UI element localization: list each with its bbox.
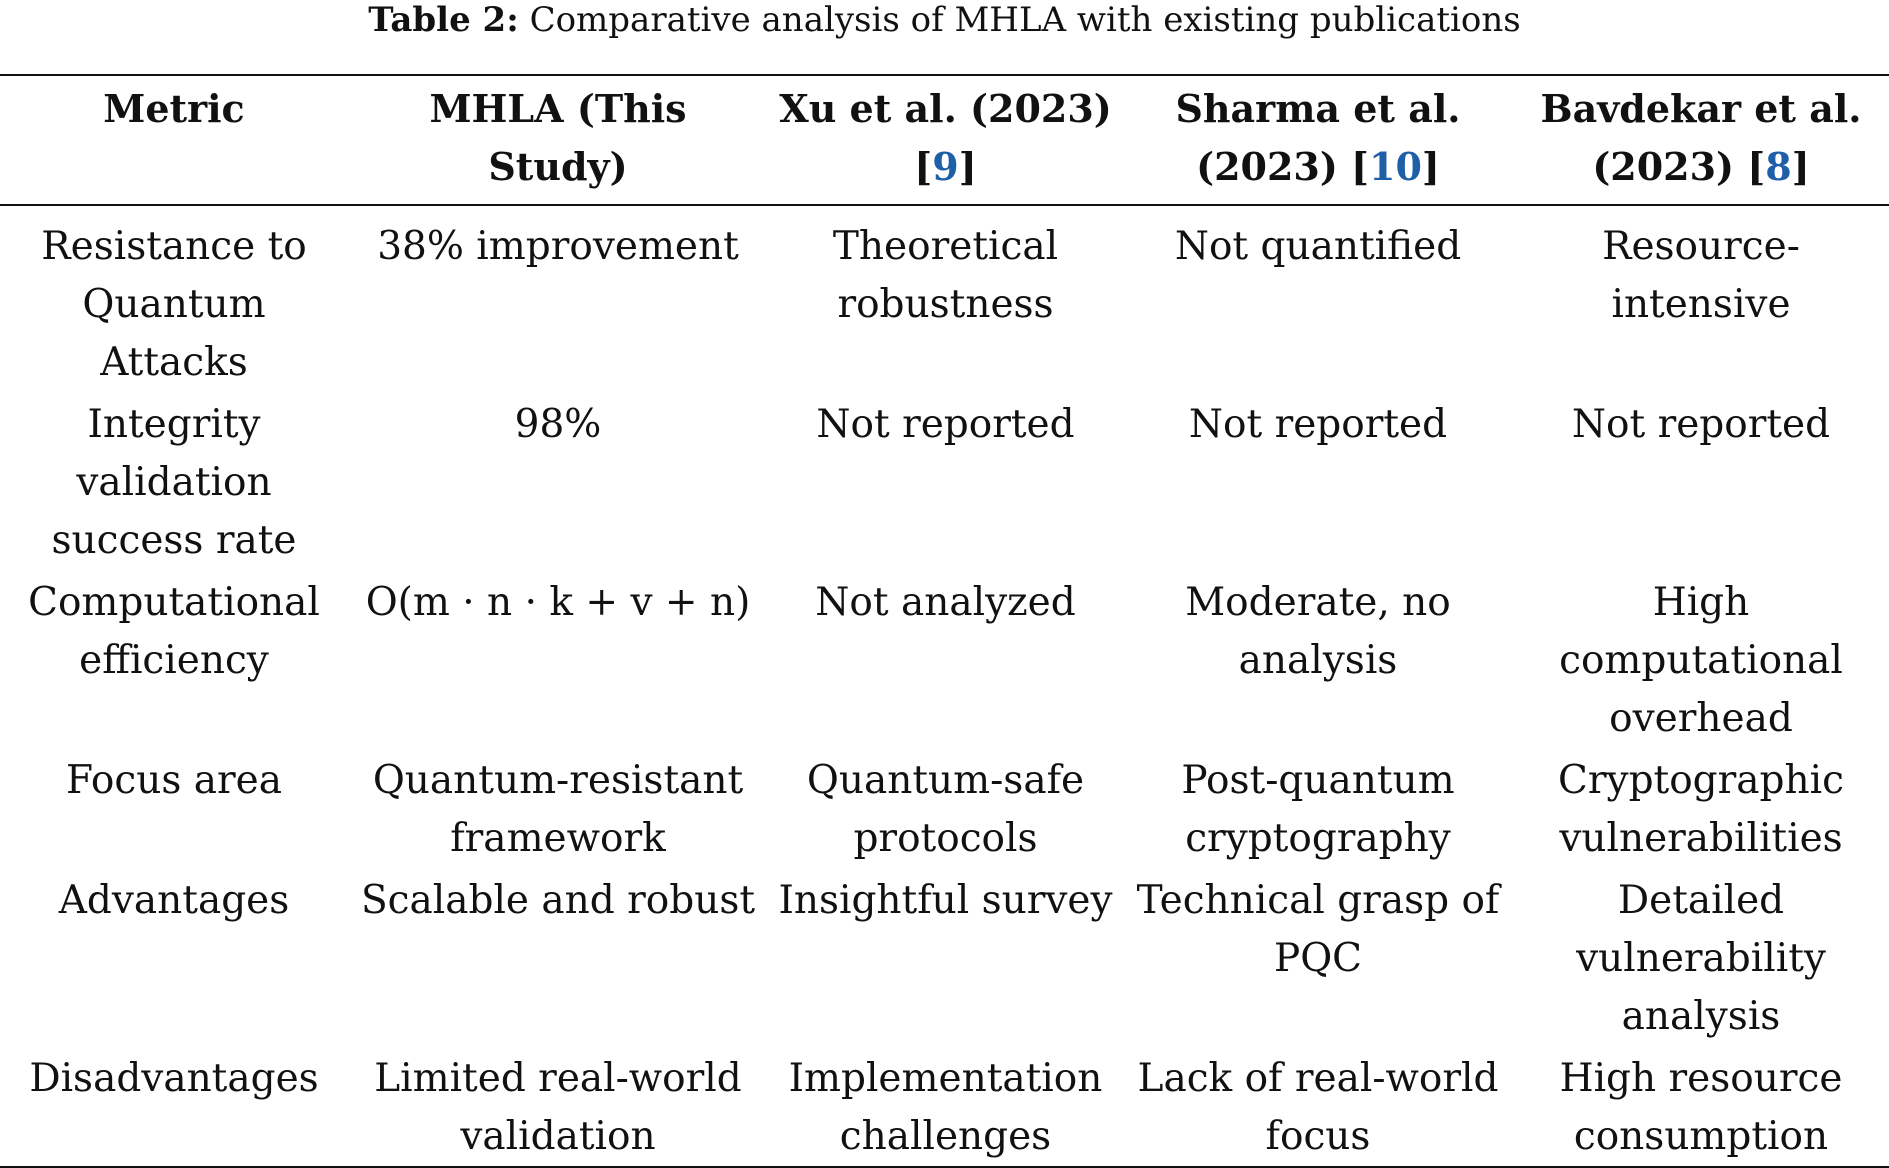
citation-link[interactable]: 9	[932, 144, 959, 189]
header-xu: Xu et al. (2023) [9]	[779, 86, 1112, 189]
caption-label: Table 2:	[368, 0, 519, 40]
table-cell: 98%	[514, 402, 602, 447]
table-row: Resistance to Quantum Attacks 38% improv…	[0, 205, 1889, 392]
citation-link[interactable]: 8	[1765, 144, 1792, 189]
table-cell: Cryptographic vulnerabilities	[1558, 758, 1844, 861]
table-cell: High computational overhead	[1559, 580, 1843, 741]
table-cell: Post-quantum cryptography	[1181, 758, 1455, 861]
table-caption: Table 2: Comparative analysis of MHLA wi…	[0, 0, 1889, 44]
table-row: Computational efficiency O(m · n · k + v…	[0, 570, 1889, 748]
table-cell: Detailed vulnerability analysis	[1576, 878, 1826, 1039]
table-row: Disadvantages Limited real-world validat…	[0, 1046, 1889, 1167]
table-cell: Focus area	[65, 758, 282, 803]
table-cell: Computational efficiency	[28, 580, 320, 683]
table-row: Focus area Quantum-resistant framework Q…	[0, 748, 1889, 868]
table-cell: Implementation challenges	[788, 1056, 1103, 1159]
table-cell: Quantum-resistant framework	[372, 758, 744, 861]
table-row: Integrity validation success rate 98% No…	[0, 392, 1889, 570]
header-mhla: MHLA (This Study)	[429, 86, 687, 189]
table-cell: Limited real-world validation	[374, 1056, 742, 1159]
header-bavdekar: Bavdekar et al. (2023) [8]	[1540, 86, 1862, 189]
table-cell: Advantages	[58, 878, 290, 923]
header-row: Metric MHLA (This Study) Xu et al. (2023…	[0, 75, 1889, 205]
table-cell: 38% improvement	[377, 224, 739, 269]
table-cell: O(m · n · k + v + n)	[365, 580, 751, 625]
table-cell: Technical grasp of PQC	[1136, 878, 1500, 981]
comparison-table: Metric MHLA (This Study) Xu et al. (2023…	[0, 74, 1889, 1168]
table-cell: Not reported	[816, 402, 1075, 447]
header-sharma: Sharma et al. (2023) [10]	[1175, 86, 1461, 189]
table-cell: Integrity validation success rate	[51, 402, 297, 563]
table-cell: Theoretical robustness	[832, 224, 1059, 327]
table-row: Advantages Scalable and robust Insightfu…	[0, 868, 1889, 1046]
citation-link[interactable]: 10	[1369, 144, 1422, 189]
table-cell: Resistance to Quantum Attacks	[41, 224, 307, 385]
table-cell: Disadvantages	[29, 1056, 319, 1101]
table-cell: Not reported	[1188, 402, 1448, 447]
table-cell: Not reported	[1571, 402, 1831, 447]
table-cell: Not analyzed	[815, 580, 1076, 625]
table-cell: Quantum-safe protocols	[806, 758, 1085, 861]
table-cell: Scalable and robust	[360, 878, 756, 923]
header-metric: Metric	[103, 86, 245, 131]
table-cell: Lack of real-world focus	[1137, 1056, 1499, 1159]
caption-text: Comparative analysis of MHLA with existi…	[529, 0, 1521, 40]
table-cell: Moderate, no analysis	[1185, 580, 1451, 683]
table-cell: Not quantified	[1174, 224, 1462, 269]
table-cell: Resource-intensive	[1602, 224, 1800, 327]
table-cell: High resource consumption	[1559, 1056, 1843, 1159]
table-cell: Insightful survey	[778, 878, 1113, 923]
